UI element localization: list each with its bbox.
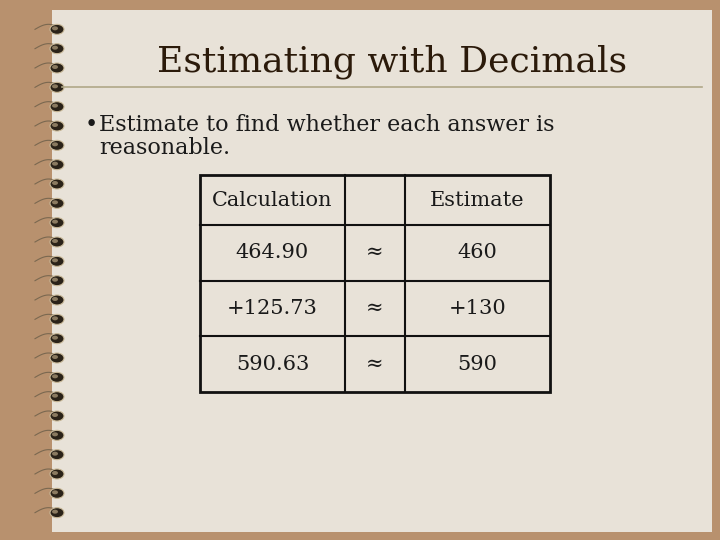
Ellipse shape (52, 239, 58, 243)
Ellipse shape (50, 295, 64, 305)
Ellipse shape (50, 140, 64, 150)
Text: 460: 460 (458, 244, 498, 262)
Ellipse shape (52, 104, 58, 107)
Text: 464.90: 464.90 (236, 244, 309, 262)
Text: ≈: ≈ (366, 244, 384, 262)
Ellipse shape (50, 44, 64, 53)
Ellipse shape (52, 46, 58, 50)
Text: Calculation: Calculation (212, 191, 333, 210)
Ellipse shape (50, 256, 64, 266)
Ellipse shape (50, 82, 64, 92)
Ellipse shape (52, 26, 58, 30)
Ellipse shape (50, 218, 64, 228)
Ellipse shape (52, 278, 58, 282)
Ellipse shape (50, 237, 64, 247)
Ellipse shape (50, 102, 64, 112)
Text: 590: 590 (457, 355, 498, 374)
Ellipse shape (52, 433, 58, 436)
Ellipse shape (50, 469, 64, 479)
Ellipse shape (50, 198, 64, 208)
Ellipse shape (52, 297, 58, 301)
Ellipse shape (52, 65, 58, 69)
Ellipse shape (50, 392, 64, 402)
Ellipse shape (52, 161, 58, 166)
Ellipse shape (50, 430, 64, 440)
Text: 590.63: 590.63 (236, 355, 309, 374)
Ellipse shape (52, 394, 58, 397)
Ellipse shape (50, 373, 64, 382)
Ellipse shape (52, 336, 58, 340)
Ellipse shape (52, 258, 58, 262)
Ellipse shape (50, 160, 64, 170)
Ellipse shape (50, 488, 64, 498)
Ellipse shape (50, 508, 64, 518)
Ellipse shape (52, 316, 58, 320)
Ellipse shape (52, 220, 58, 224)
Text: +125.73: +125.73 (227, 299, 318, 318)
Ellipse shape (50, 24, 64, 35)
Ellipse shape (50, 275, 64, 286)
Bar (200, 175, 550, 392)
Text: Estimate to find whether each answer is: Estimate to find whether each answer is (99, 114, 554, 136)
Ellipse shape (52, 200, 58, 204)
Ellipse shape (52, 123, 58, 127)
Text: Estimate: Estimate (430, 191, 525, 210)
Ellipse shape (52, 413, 58, 417)
Ellipse shape (50, 121, 64, 131)
Text: reasonable.: reasonable. (99, 137, 230, 159)
Ellipse shape (50, 411, 64, 421)
Ellipse shape (50, 179, 64, 189)
Ellipse shape (52, 490, 58, 494)
Ellipse shape (52, 374, 58, 379)
Ellipse shape (50, 450, 64, 460)
Ellipse shape (52, 510, 58, 514)
Text: ≈: ≈ (366, 299, 384, 318)
Ellipse shape (52, 471, 58, 475)
Ellipse shape (52, 355, 58, 359)
Ellipse shape (50, 334, 64, 343)
Text: •: • (85, 114, 98, 136)
Ellipse shape (50, 353, 64, 363)
Ellipse shape (52, 84, 58, 89)
Text: Estimating with Decimals: Estimating with Decimals (157, 45, 627, 79)
Ellipse shape (52, 181, 58, 185)
Ellipse shape (52, 451, 58, 456)
Ellipse shape (50, 63, 64, 73)
Text: ≈: ≈ (366, 355, 384, 374)
Ellipse shape (50, 314, 64, 325)
Text: +130: +130 (449, 299, 506, 318)
Ellipse shape (52, 143, 58, 146)
